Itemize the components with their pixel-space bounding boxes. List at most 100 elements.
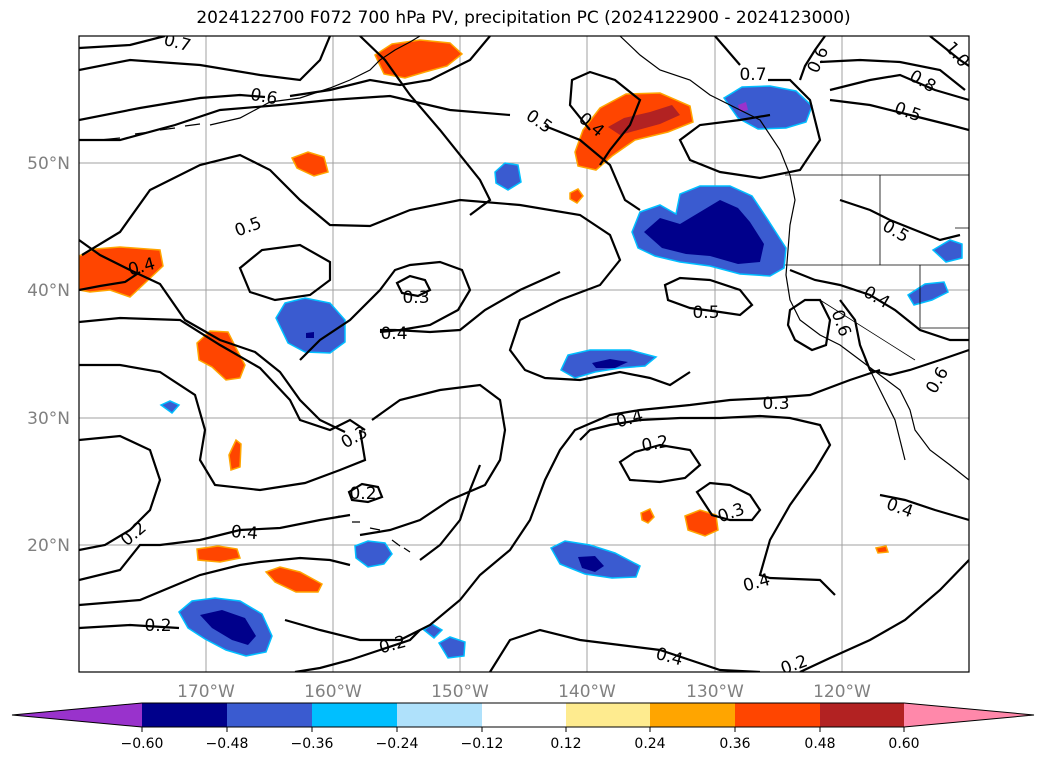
contour-line — [489, 628, 761, 672]
colorbar-tick-label: −0.12 — [461, 736, 504, 752]
contour-line — [798, 36, 826, 81]
contour-line — [79, 363, 507, 537]
contour-line — [789, 268, 969, 342]
contour-label: 0.3 — [402, 288, 429, 308]
contour-line — [79, 36, 332, 82]
lat-tick-labels: 50°N 40°N 30°N 20°N — [27, 154, 70, 556]
colorbar-tick-label: 0.12 — [550, 736, 581, 752]
contour-line — [238, 243, 332, 302]
colorbar-tick-label: 0.48 — [804, 736, 835, 752]
coastline-west-coast — [619, 36, 969, 481]
precip-patch-positive — [79, 246, 164, 298]
contour-label: 0.3 — [762, 394, 789, 414]
contour-line — [879, 493, 969, 522]
precip-patch-negative — [578, 556, 604, 572]
precip-patch-negative — [738, 102, 748, 112]
precip-patch-negative — [906, 281, 949, 306]
contour-line — [79, 271, 141, 292]
lat-tick-label: 40°N — [27, 281, 70, 301]
precip-patch-negative — [200, 610, 256, 645]
colorbar-segment — [650, 703, 735, 727]
contour-line — [79, 434, 162, 552]
contour-line — [294, 629, 421, 672]
precip-patch-positive — [228, 438, 242, 471]
contour-line — [79, 36, 491, 122]
colorbar-extend-max — [904, 703, 1034, 727]
precip-patch-negative — [644, 200, 764, 264]
colorbar-segment — [566, 703, 650, 727]
precip-patch-negative — [931, 239, 963, 263]
contour-line — [839, 299, 969, 377]
precip-patch-negative — [592, 359, 628, 368]
lon-tick-label: 120°W — [813, 682, 871, 702]
contour-line — [678, 36, 822, 180]
border-line — [785, 174, 969, 361]
contour-label: 0.6 — [249, 85, 279, 109]
contour-line — [79, 36, 166, 50]
contour-label: 0.2 — [640, 432, 670, 456]
contour-line — [579, 414, 836, 596]
borders — [785, 174, 969, 361]
colorbar-tick-label: 0.60 — [888, 736, 919, 752]
contour-line — [79, 464, 482, 607]
lat-tick-label: 30°N — [27, 409, 70, 429]
precip-patch-negative — [306, 332, 314, 338]
contour-label: 0.7 — [739, 65, 766, 85]
contour-line — [819, 58, 966, 91]
map-frame — [78, 35, 970, 673]
precip-patch-positive — [874, 545, 890, 554]
colorbar-tick-label: 0.36 — [719, 736, 750, 752]
map-title: 2024122700 F072 700 hPa PV, precipitatio… — [196, 8, 851, 28]
contour-line — [663, 276, 754, 317]
contour-line — [786, 298, 832, 352]
precip-patch-positive — [264, 566, 323, 593]
precip-shading — [79, 39, 963, 659]
coastline-hawaii — [331, 515, 411, 553]
precip-patch-negative — [494, 162, 522, 191]
colorbar-tick-label: −0.60 — [121, 736, 164, 752]
colorbar-segment — [227, 703, 312, 727]
contour-line — [79, 513, 351, 582]
lat-tick-label: 50°N — [27, 154, 70, 174]
precip-patch-positive — [290, 151, 329, 177]
colorbar-segment — [735, 703, 820, 727]
coastline-alaska — [209, 36, 421, 126]
precip-patch-positive — [608, 105, 680, 135]
precip-patch-negative — [437, 636, 466, 659]
precip-patch-positive — [640, 508, 655, 524]
colorbar-segment — [820, 703, 904, 727]
precip-patch-positive — [196, 330, 246, 381]
colorbar-extend-min — [12, 703, 142, 727]
lon-tick-label: 170°W — [177, 682, 235, 702]
coastline-aleutians — [99, 123, 201, 141]
lon-tick-label: 140°W — [558, 682, 616, 702]
contour-line — [81, 153, 691, 387]
contour-line — [299, 260, 472, 361]
contour-line — [79, 239, 346, 433]
pv-contours — [79, 36, 969, 672]
contour-label: 0.2 — [144, 616, 171, 636]
colorbar-segment — [397, 703, 482, 727]
colorbar-ticks — [141, 727, 905, 732]
lon-tick-labels: 170°W 160°W 150°W 140°W 130°W 120°W — [177, 682, 871, 702]
contour-line — [568, 70, 642, 166]
contour-line — [347, 482, 384, 504]
contour-line — [829, 98, 969, 132]
colorbar-segment — [482, 703, 566, 727]
contour-line — [359, 36, 492, 216]
colorbar-tick-label: −0.24 — [376, 736, 419, 752]
coastlines — [99, 36, 969, 553]
lon-tick-label: 150°W — [431, 682, 489, 702]
precip-patch-positive — [196, 545, 241, 563]
contour-line — [79, 368, 881, 642]
contour-line — [839, 198, 961, 242]
colorbar-tick-label: −0.48 — [206, 736, 249, 752]
contour-label: 0.4 — [230, 522, 259, 544]
colorbar-segment — [312, 703, 397, 727]
colorbar-segment — [142, 703, 227, 727]
lon-tick-label: 130°W — [686, 682, 744, 702]
contour-line — [79, 316, 366, 432]
contour-line — [618, 443, 702, 484]
precip-patch-negative — [354, 540, 393, 568]
precip-patch-positive — [684, 509, 719, 537]
